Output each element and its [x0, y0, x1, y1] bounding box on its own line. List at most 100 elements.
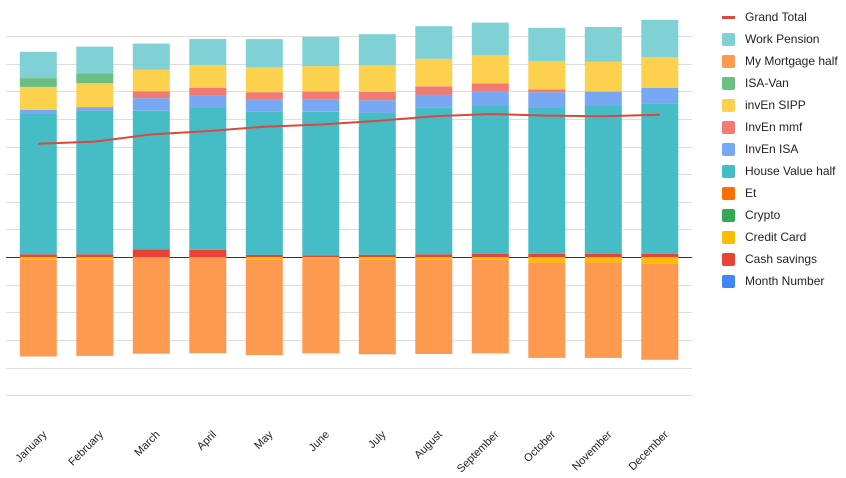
bar-segment-my-mortgage-half-july — [358, 259, 396, 355]
x-tick-label: December — [627, 428, 672, 473]
bar-segment-inven-sipp-may — [245, 67, 283, 93]
legend-label: invEn SIPP — [745, 98, 806, 112]
legend-swatch — [722, 98, 735, 112]
x-tick-label: July — [366, 428, 389, 451]
bar-segment-work-pension-march — [132, 43, 170, 70]
legend-item: invEn SIPP — [722, 94, 838, 116]
legend-swatch — [722, 164, 735, 178]
grand-total-line-layer — [38, 112, 660, 145]
bar-segment-isa-van-january — [19, 78, 57, 87]
legend-swatch — [722, 142, 735, 156]
bar-segment-work-pension-january — [19, 51, 57, 78]
bar-segment-cash-savings-september — [471, 253, 509, 257]
bar-segment-work-pension-november — [584, 27, 622, 62]
bar-segment-inven-isa-february — [76, 107, 114, 111]
x-tick-label: October — [522, 428, 558, 464]
legend-swatch — [722, 230, 735, 244]
bar-segment-isa-van-february — [76, 73, 114, 84]
bar-segment-inven-sipp-february — [76, 83, 114, 107]
x-tick-label: September — [455, 428, 502, 475]
legend-label: Month Number — [745, 274, 825, 288]
legend-item: Cash savings — [722, 248, 838, 270]
bar-segment-inven-isa-june — [302, 99, 340, 112]
bar-segment-work-pension-april — [189, 38, 227, 66]
x-tick-label: May — [252, 428, 276, 452]
legend-swatch — [722, 274, 735, 288]
bar-segment-my-mortgage-half-may — [245, 259, 283, 356]
bar-segment-credit-card-december — [641, 257, 679, 264]
legend-item: Work Pension — [722, 28, 838, 50]
bar-segment-my-mortgage-half-august — [415, 259, 453, 354]
legend-label: Work Pension — [745, 32, 820, 46]
bar-segment-inven-sipp-march — [132, 69, 170, 92]
bar-segment-house-value-half-october — [528, 107, 566, 254]
bar-segment-inven-sipp-august — [415, 58, 453, 87]
bar-segment-my-mortgage-half-december — [641, 264, 679, 360]
bar-segment-inven-mmf-may — [245, 92, 283, 100]
bar-segment-inven-mmf-april — [189, 87, 227, 96]
bar-segment-inven-mmf-july — [358, 91, 396, 101]
bar-segment-work-pension-february — [76, 46, 114, 74]
bar-segment-credit-card-february — [76, 257, 114, 260]
x-tick-label: November — [570, 428, 615, 473]
x-tick-label: August — [412, 429, 445, 462]
legend-item: Crypto — [722, 204, 838, 226]
bar-segment-credit-card-october — [528, 257, 566, 263]
bar-segment-house-value-half-february — [76, 110, 114, 255]
bar-segment-inven-mmf-september — [471, 83, 509, 92]
bar-segment-inven-sipp-july — [358, 65, 396, 92]
bar-segment-inven-isa-october — [528, 92, 566, 108]
bar-segment-house-value-half-july — [358, 112, 396, 255]
legend-item: Credit Card — [722, 226, 838, 248]
legend-label: Cash savings — [745, 252, 818, 266]
legend-swatch — [722, 120, 735, 134]
bar-segment-credit-card-january — [19, 257, 57, 260]
bar-segment-inven-isa-april — [189, 95, 227, 108]
bar-segment-inven-sipp-january — [19, 86, 57, 110]
bar-segment-house-value-half-march — [132, 110, 170, 250]
bar-segment-house-value-half-december — [641, 103, 679, 254]
legend-swatch — [722, 186, 735, 200]
bar-segment-cash-savings-july — [358, 254, 396, 257]
legend: Grand Total Work Pension My Mortgage half I… — [722, 6, 838, 292]
bar-segment-work-pension-october — [528, 27, 566, 62]
legend-label: Grand Total — [745, 10, 807, 24]
legend-item: My Mortgage half — [722, 50, 838, 72]
bar-segment-cash-savings-november — [584, 253, 622, 257]
legend-label: InvEn ISA — [745, 142, 799, 156]
bar-segment-inven-isa-july — [358, 100, 396, 113]
bar-segment-cash-savings-october — [528, 253, 566, 257]
x-tick-label: January — [13, 428, 50, 465]
legend-swatch — [722, 15, 735, 19]
bar-segment-inven-mmf-june — [302, 91, 340, 100]
bar-segment-work-pension-december — [641, 19, 679, 58]
legend-swatch — [722, 54, 735, 68]
bar-segment-house-value-half-june — [302, 111, 340, 256]
legend-item: Grand Total — [722, 6, 838, 28]
legend-item: Month Number — [722, 270, 838, 292]
bar-segment-house-value-half-november — [584, 106, 622, 254]
grand-total-line — [38, 112, 660, 145]
bar-segment-cash-savings-january — [19, 254, 57, 258]
bar-segment-work-pension-june — [302, 36, 340, 67]
bar-segment-inven-mmf-october — [528, 89, 566, 93]
legend-label: My Mortgage half — [745, 54, 838, 68]
legend-swatch — [722, 252, 735, 266]
bar-segment-inven-sipp-december — [641, 57, 679, 88]
bar-segment-cash-savings-december — [641, 253, 679, 257]
bar-segment-work-pension-september — [471, 22, 509, 56]
bar-segment-inven-mmf-august — [415, 86, 453, 95]
bar-segment-cash-savings-august — [415, 254, 453, 258]
legend-item: ISA-Van — [722, 72, 838, 94]
legend-label: House Value half — [745, 164, 836, 178]
bar-segment-house-value-half-january — [19, 113, 57, 255]
bar-segment-cash-savings-may — [245, 254, 283, 257]
bar-segment-credit-card-september — [471, 257, 509, 260]
bar-segment-work-pension-july — [358, 34, 396, 66]
x-tick-label: April — [195, 429, 219, 453]
x-axis-labels: January February March April May June July Augu… — [13, 428, 671, 475]
bar-segment-my-mortgage-half-january — [19, 259, 57, 357]
legend-label: ISA-Van — [745, 76, 789, 90]
bar-segment-inven-sipp-april — [189, 65, 227, 88]
bar-segment-credit-card-may — [245, 257, 283, 260]
